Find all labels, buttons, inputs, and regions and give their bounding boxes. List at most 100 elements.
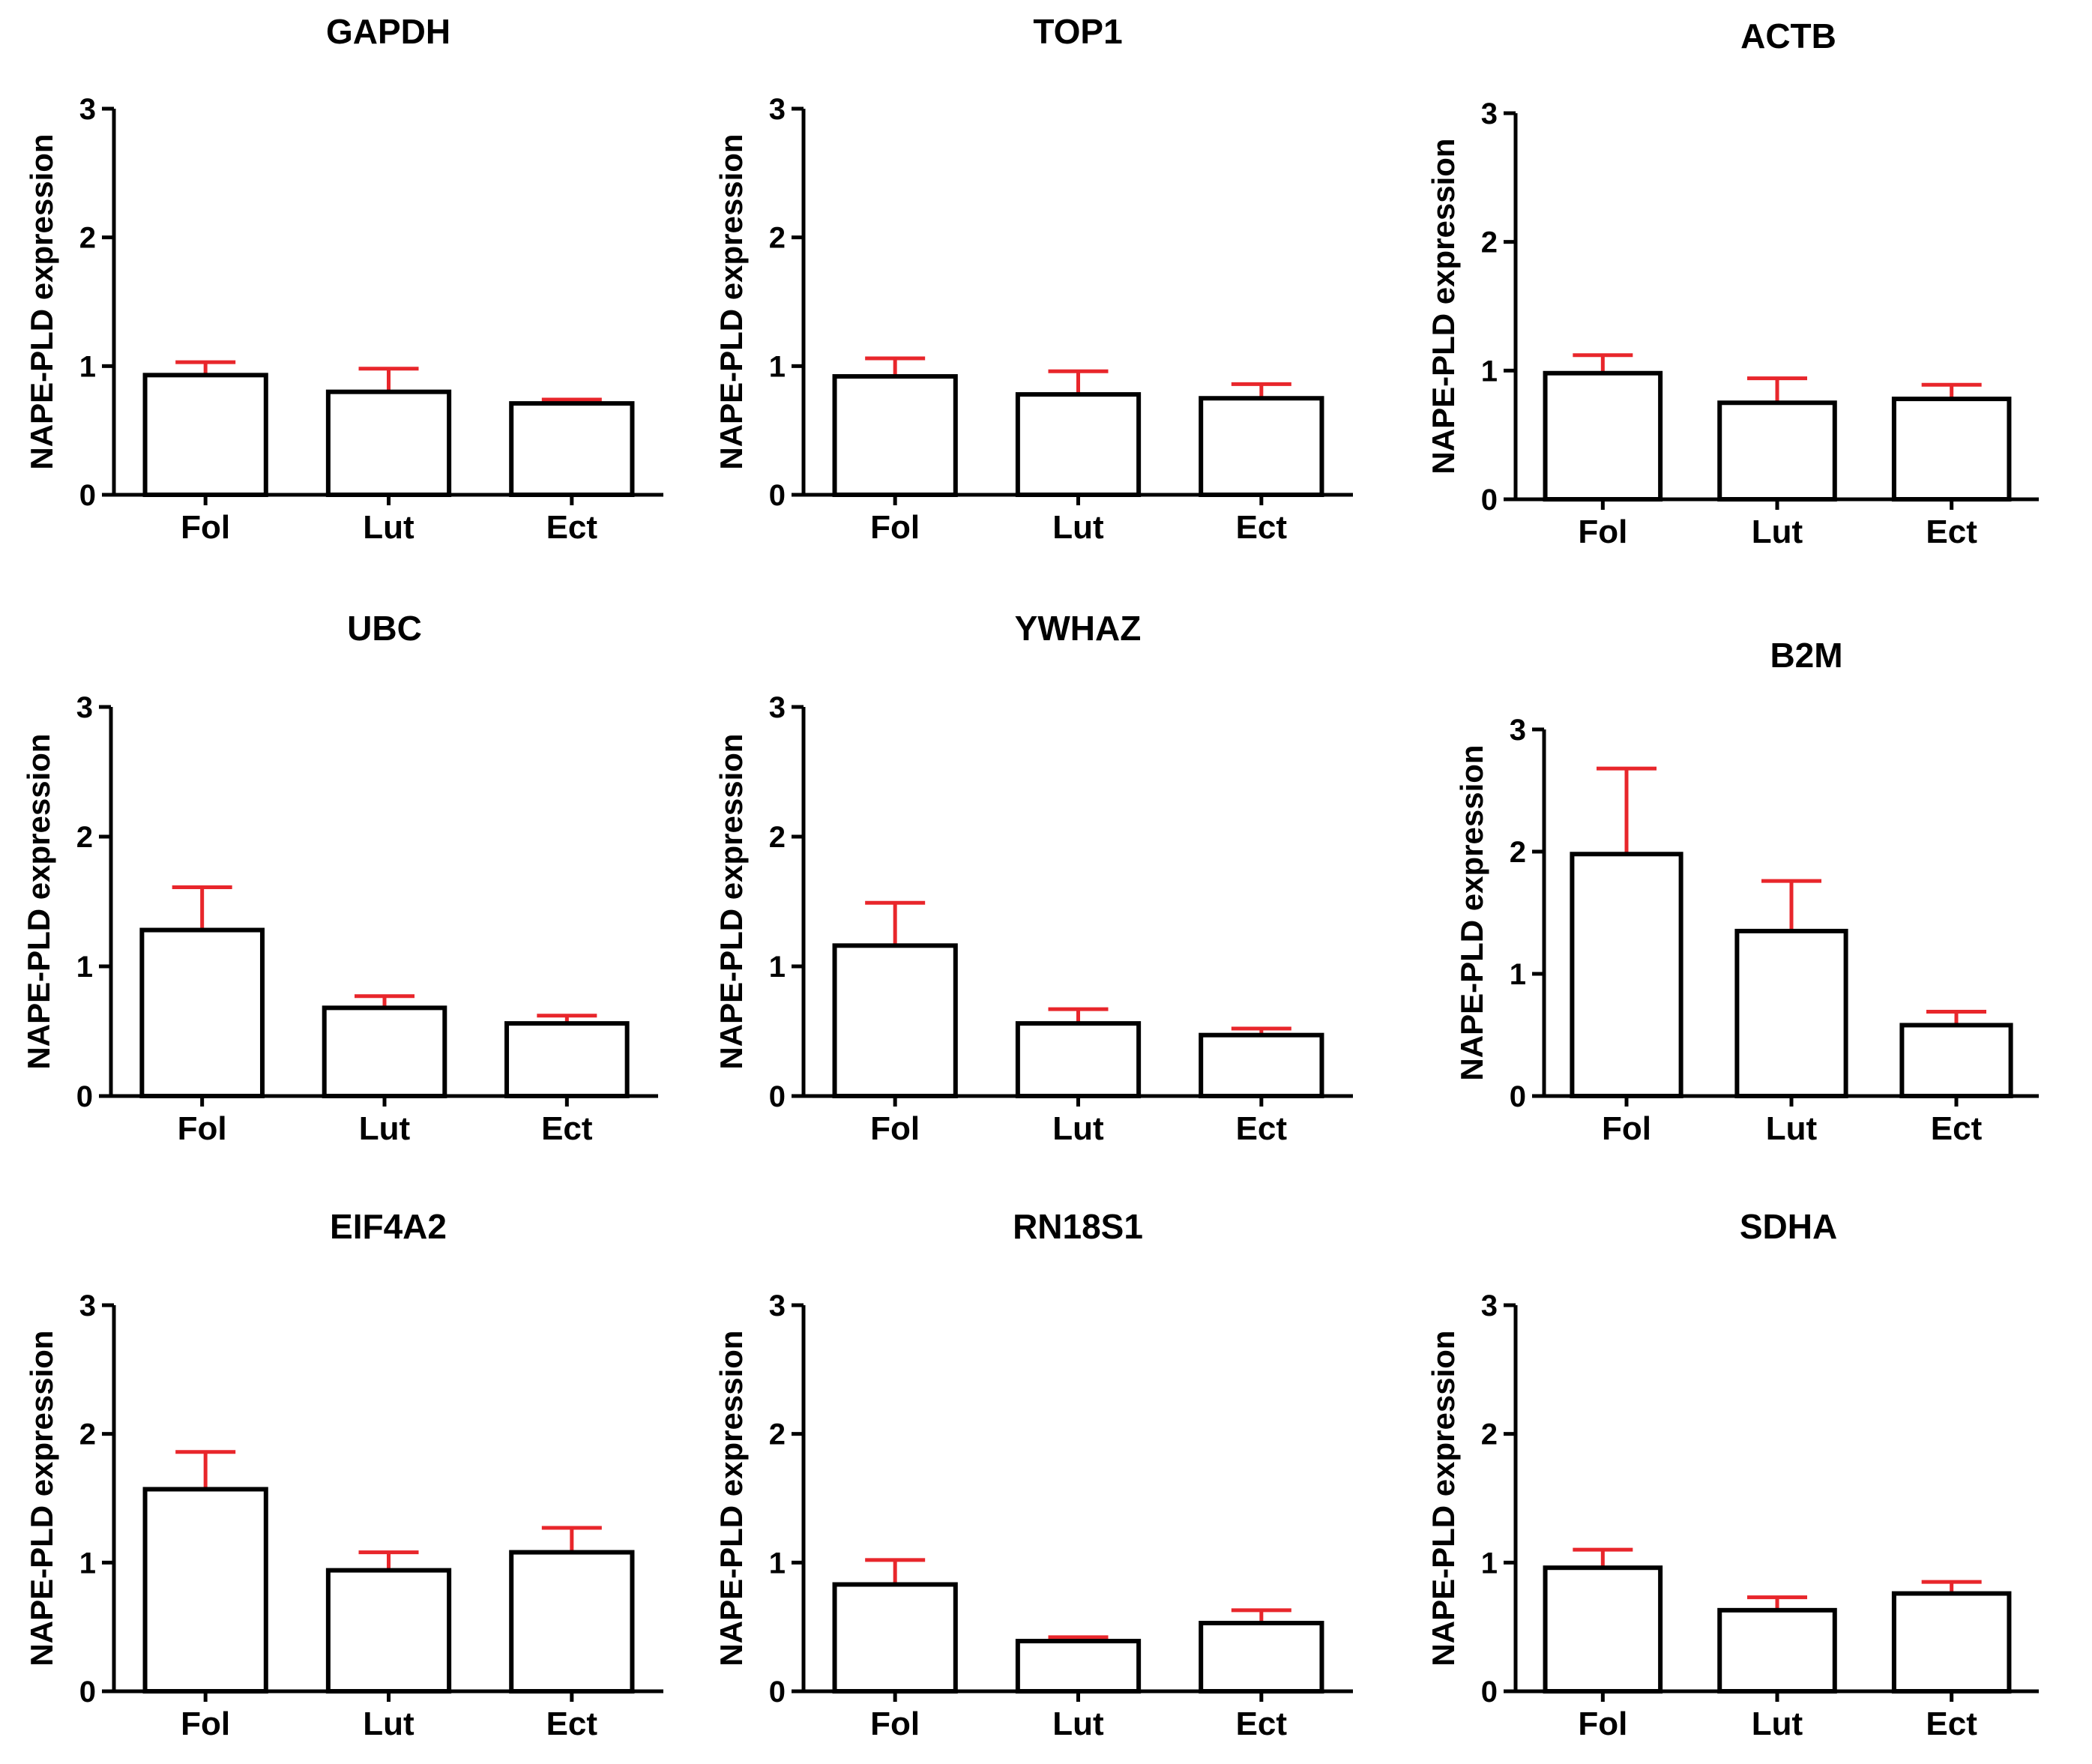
x-tick-label: Ect	[1931, 1110, 1983, 1147]
chart-panel: RN18S1 NAPE-PLD expression 0 1 2 3 Fol Lut Ect	[714, 1207, 1353, 1742]
bar	[325, 1568, 452, 1694]
bar	[1199, 1621, 1324, 1694]
y-axis-label: NAPE-PLD expression	[1426, 1330, 1461, 1666]
x-tick-label: Fol	[870, 1706, 920, 1742]
bar	[142, 1487, 268, 1694]
bar	[1570, 852, 1683, 1098]
x-tick-label: Fol	[181, 1706, 230, 1742]
y-tick-label: 3	[1481, 97, 1498, 130]
y-tick-label: 1	[769, 951, 786, 984]
y-tick-label: 0	[1510, 1080, 1526, 1113]
y-tick-label: 3	[769, 691, 786, 724]
y-tick-label: 0	[769, 1080, 786, 1113]
x-tick-label: Fol	[870, 1110, 920, 1147]
x-tick-label: Fol	[181, 509, 230, 546]
chart-panel: GAPDH NAPE-PLD expression 0 1 2 3 Fol Lut Ect	[24, 12, 663, 546]
bar	[832, 374, 958, 498]
y-tick-label: 2	[79, 1418, 96, 1451]
x-tick-label: Ect	[546, 509, 598, 546]
y-axis-label: NAPE-PLD expression	[714, 1330, 749, 1666]
chart-panel: TOP1 NAPE-PLD expression 0 1 2 3 Fol Lut Ect	[714, 12, 1353, 546]
bar	[1717, 1607, 1837, 1694]
y-tick-label: 1	[769, 350, 786, 383]
chart-title: YWHAZ	[1015, 609, 1142, 648]
chart-title: ACTB	[1740, 16, 1836, 55]
bar	[325, 389, 452, 498]
x-tick-label: Ect	[1926, 1706, 1977, 1742]
chart-title: TOP1	[1033, 12, 1122, 51]
x-tick-label: Fol	[1578, 514, 1627, 550]
bar	[832, 1582, 958, 1694]
bar	[139, 927, 265, 1099]
bar	[322, 1005, 447, 1098]
x-tick-label: Ect	[541, 1110, 593, 1147]
y-axis-label: NAPE-PLD expression	[1426, 138, 1461, 474]
y-tick-label: 2	[76, 821, 93, 854]
chart-panel: YWHAZ NAPE-PLD expression 0 1 2 3 Fol Lut Ect	[714, 609, 1353, 1147]
x-tick-label: Ect	[546, 1706, 598, 1742]
y-tick-label: 2	[769, 222, 786, 255]
x-tick-label: Lut	[1752, 1706, 1803, 1742]
bar	[142, 373, 268, 497]
y-axis-label: NAPE-PLD expression	[714, 133, 749, 469]
chart-panel: B2M NAPE-PLD expression 0 1 2 3 Fol Lut Ect	[1454, 636, 2039, 1147]
y-tick-label: 1	[79, 1547, 96, 1580]
bar	[1891, 397, 2012, 502]
y-tick-label: 3	[1510, 714, 1526, 747]
y-axis-label: NAPE-PLD expression	[21, 733, 56, 1069]
bar	[509, 401, 635, 497]
x-tick-label: Ect	[1236, 1706, 1288, 1742]
y-tick-label: 1	[1481, 355, 1498, 388]
x-tick-label: Lut	[359, 1110, 411, 1147]
chart-title: SDHA	[1740, 1207, 1837, 1246]
y-tick-label: 2	[769, 1418, 786, 1451]
y-tick-label: 2	[1481, 1418, 1498, 1451]
x-tick-label: Lut	[1052, 1110, 1104, 1147]
bar	[1015, 392, 1142, 497]
y-axis-label: NAPE-PLD expression	[24, 133, 59, 469]
x-tick-label: Ect	[1236, 1110, 1288, 1147]
y-tick-label: 3	[79, 1289, 96, 1322]
x-tick-label: Fol	[178, 1110, 227, 1147]
y-tick-label: 3	[76, 691, 93, 724]
y-tick-label: 0	[1481, 1676, 1498, 1709]
y-tick-label: 3	[769, 93, 786, 126]
bar	[1717, 400, 1837, 502]
x-tick-label: Lut	[1052, 1706, 1104, 1742]
chart-title: RN18S1	[1013, 1207, 1143, 1246]
y-axis-label: NAPE-PLD expression	[714, 733, 749, 1069]
x-tick-label: Ect	[1236, 509, 1288, 546]
chart-title: B2M	[1770, 636, 1842, 675]
y-tick-label: 0	[79, 479, 96, 512]
y-tick-label: 2	[769, 821, 786, 854]
bar	[832, 943, 958, 1098]
y-tick-label: 2	[1481, 226, 1498, 259]
x-tick-label: Lut	[1052, 509, 1104, 546]
bar	[509, 1550, 635, 1694]
y-tick-label: 2	[1510, 836, 1526, 869]
x-tick-label: Fol	[1602, 1110, 1651, 1147]
bar	[1543, 1565, 1663, 1694]
x-tick-label: Lut	[363, 509, 415, 546]
chart-title: UBC	[347, 609, 422, 648]
chart-title: GAPDH	[326, 12, 450, 51]
y-tick-label: 1	[76, 951, 93, 984]
chart-panel: EIF4A2 NAPE-PLD expression 0 1 2 3 Fol Lut Ect	[24, 1207, 663, 1742]
y-tick-label: 0	[76, 1080, 93, 1113]
chart-title: EIF4A2	[330, 1207, 447, 1246]
bar	[1891, 1591, 2012, 1694]
bar	[1734, 928, 1848, 1098]
y-tick-label: 3	[769, 1289, 786, 1322]
x-tick-label: Lut	[363, 1706, 415, 1742]
y-tick-label: 2	[79, 222, 96, 255]
bar	[1543, 370, 1663, 502]
bar	[504, 1021, 630, 1098]
x-tick-label: Lut	[1766, 1110, 1818, 1147]
x-tick-label: Lut	[1752, 514, 1803, 550]
x-tick-label: Fol	[870, 509, 920, 546]
y-tick-label: 0	[769, 479, 786, 512]
y-axis-label: NAPE-PLD expression	[1454, 744, 1489, 1080]
y-tick-label: 3	[1481, 1289, 1498, 1322]
y-tick-label: 0	[1481, 484, 1498, 517]
